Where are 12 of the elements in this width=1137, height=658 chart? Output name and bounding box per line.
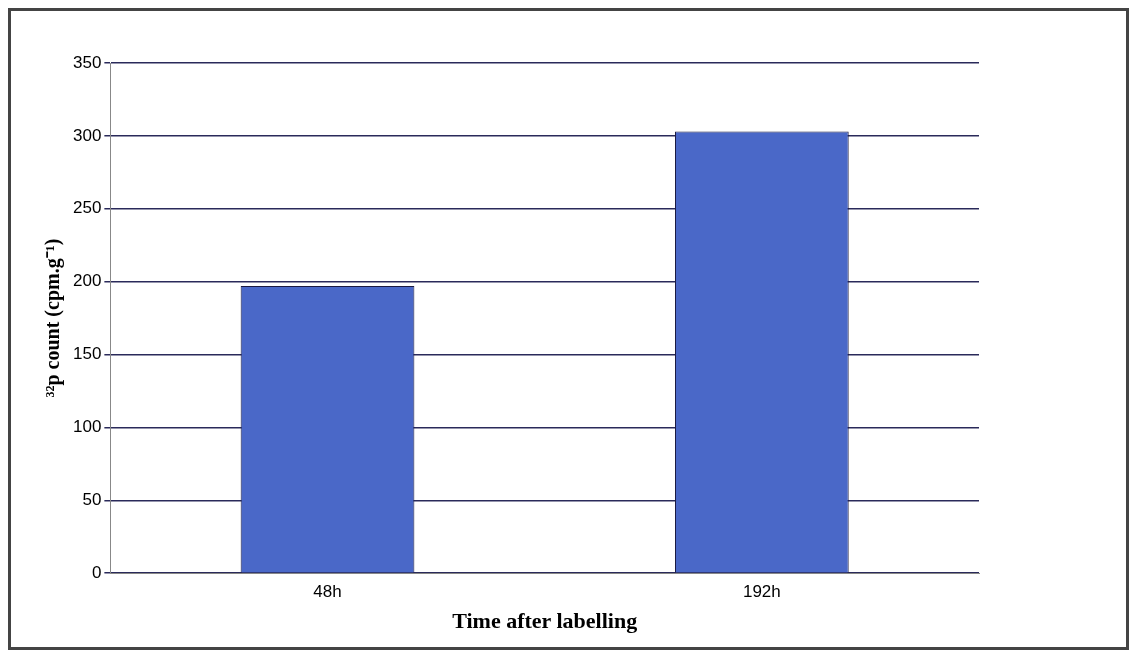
y-tick-label: 100	[72, 417, 102, 437]
y-tick-label: 250	[72, 198, 102, 218]
x-tick-label: 48h	[313, 582, 342, 602]
y-tick-label: 350	[72, 52, 102, 72]
y-tick-label: 150	[72, 344, 102, 364]
y-tick-label: 300	[72, 125, 102, 145]
y-tick-label: 50	[82, 490, 102, 509]
y-tick-label: 200	[72, 271, 102, 291]
y-axis-title: ³²p count (cpm.g⁻¹)	[41, 238, 65, 398]
y-tick-label: 0	[91, 562, 102, 582]
x-axis-title: Time after labelling	[452, 608, 638, 634]
x-tick-label: 192h	[742, 582, 781, 602]
